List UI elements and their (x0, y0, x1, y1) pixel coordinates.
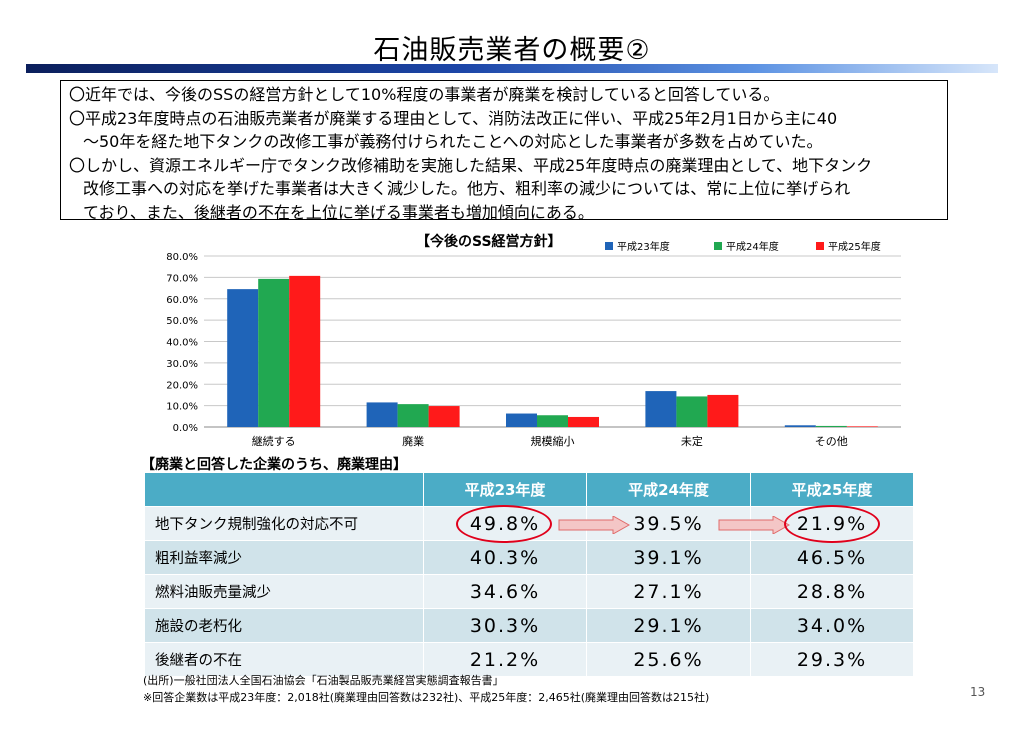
summary-line-3-cont2: ており、また、後継者の不在を上位に挙げる事業者も増加傾向にある。 (83, 202, 594, 222)
cell-value: 39.1% (586, 540, 751, 575)
table-header-row: 平成23年度 平成24年度 平成25年度 (144, 472, 914, 507)
cell-value: 34.0% (750, 608, 914, 643)
y-tick-label: 20.0% (166, 380, 198, 391)
row-label: 施設の老朽化 (144, 608, 424, 643)
bar-3 (428, 406, 460, 427)
reasons-title: 【廃業と回答した企業のうち、廃業理由】 (141, 457, 407, 473)
bar-3 (289, 275, 321, 427)
highlight-circle (784, 505, 880, 543)
bar-2 (537, 415, 568, 427)
y-tick-label: 30.0% (166, 359, 198, 370)
table-row: 燃料油販売量減少 34.6% 27.1% 28.8% (144, 574, 914, 609)
bar-1 (227, 289, 259, 427)
row-label: 地下タンク規制強化の対応不可 (144, 506, 424, 541)
x-tick-label: 廃業 (402, 434, 424, 448)
legend-item-h24: 平成24年度 (714, 238, 779, 253)
y-tick-label: 50.0% (166, 316, 198, 327)
summary-line-1: 〇近年では、今後のSSの経営方針として10%程度の事業者が廃業を検討していると回… (69, 85, 780, 104)
cell-value: 30.3% (423, 608, 587, 643)
row-label: 燃料油販売量減少 (144, 574, 424, 609)
summary-line-2: 〇平成23年度時点の石油販売業者が廃業する理由として、消防法改正に伴い、平成25… (69, 108, 838, 128)
header-h23: 平成23年度 (423, 472, 587, 507)
cell-value: 29.3% (750, 642, 914, 677)
row-label: 後継者の不在 (144, 642, 424, 677)
legend-swatch-h25 (816, 242, 824, 250)
x-tick-label: 規模縮小 (531, 434, 575, 448)
chart-title: 【今後のSS経営方針】 (416, 234, 562, 250)
legend-swatch-h24 (714, 242, 722, 250)
reasons-table: 平成23年度 平成24年度 平成25年度 地下タンク規制強化の対応不可 49.8… (144, 472, 914, 677)
legend-swatch-h23 (605, 242, 613, 250)
cell-value: 28.8% (750, 574, 914, 609)
y-tick-label: 40.0% (166, 338, 198, 349)
bar-2 (815, 425, 847, 427)
header-h25: 平成25年度 (750, 472, 914, 507)
x-tick-label: 継続する (252, 434, 296, 448)
x-tick-label: 未定 (681, 434, 703, 448)
y-tick-label: 70.0% (166, 273, 198, 284)
bar-3 (707, 394, 739, 427)
bar-3 (568, 416, 599, 427)
summary-line-3: 〇しかし、資源エネルギー庁でタンク改修補助を実施した結果、平成25年度時点の廃業… (69, 155, 873, 175)
cell-value: 34.6% (423, 574, 587, 609)
page-number: 13 (970, 685, 986, 699)
bar-1 (366, 402, 398, 427)
cell-value: 40.3% (423, 540, 587, 575)
respondent-note: ※回答企業数は平成23年度：2,018社(廃業理由回答数は232社)、平成25年… (143, 690, 710, 704)
summary-line-3-cont: 改修工事への対応を挙げた事業者は大きく減少した。他方、粗利率の減少については、常… (83, 179, 851, 199)
cell-value: 21.2% (423, 642, 587, 677)
header-h24: 平成24年度 (586, 472, 751, 507)
legend-item-h23: 平成23年度 (605, 238, 670, 253)
table-row: 施設の老朽化 30.3% 29.1% 34.0% (144, 608, 914, 643)
bar-2 (258, 278, 290, 427)
bar-1 (645, 391, 677, 427)
bar-2 (397, 404, 429, 427)
legend-item-h25: 平成25年度 (816, 238, 881, 253)
row-label: 粗利益率減少 (144, 540, 424, 575)
right-arrow-icon (558, 516, 630, 534)
source-note: (出所)一般社団法人全国石油協会「石油製品販売業経営実態調査報告書」 (143, 674, 504, 687)
title-underline-bar (26, 64, 998, 73)
x-tick-label: その他 (815, 435, 848, 448)
table-row: 粗利益率減少 40.3% 39.1% 46.5% (144, 540, 914, 575)
cell-value: 27.1% (586, 574, 751, 609)
bar-3 (846, 426, 878, 427)
footnotes: (出所)一般社団法人全国石油協会「石油製品販売業経営実態調査報告書」 ※回答企業… (143, 673, 709, 706)
cell-value: 25.6% (586, 642, 751, 677)
summary-box: 〇近年では、今後のSSの経営方針として10%程度の事業者が廃業を検討していると回… (60, 80, 948, 222)
y-tick-label: 60.0% (166, 295, 198, 306)
cell-value: 39.5% (586, 506, 751, 541)
cell-value: 46.5% (750, 540, 914, 575)
y-tick-label: 0.0% (173, 423, 198, 434)
page-title: 石油販売業者の概要② (373, 35, 651, 66)
table-row: 後継者の不在 21.2% 25.6% 29.3% (144, 642, 914, 677)
highlight-circle (456, 505, 552, 543)
y-tick-label: 80.0% (166, 252, 198, 263)
right-arrow-icon (718, 516, 790, 534)
header-blank (144, 472, 424, 507)
y-tick-label: 10.0% (166, 402, 198, 413)
bar-1 (784, 425, 816, 427)
summary-line-2-cont: ～50年を経た地下タンクの改修工事が義務付けられたことへの対応とした事業者が多数… (83, 132, 823, 152)
bar-2 (676, 396, 708, 427)
bar-1 (506, 413, 537, 427)
cell-value: 29.1% (586, 608, 751, 643)
